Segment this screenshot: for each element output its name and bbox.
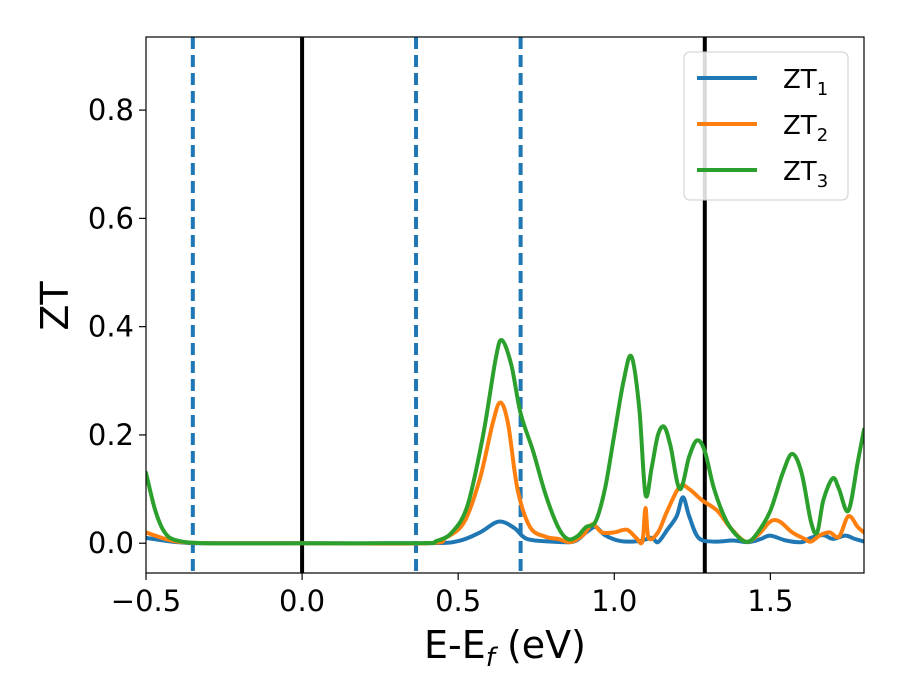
x-tick-label: 1.5 <box>747 584 793 618</box>
x-axis-title: E-Ef (eV) <box>424 623 586 673</box>
legend: ZT1 ZT2 ZT3 <box>683 51 849 201</box>
y-tick-label: 0.4 <box>88 310 134 344</box>
x-axis: −0.5 0.0 0.5 1.0 1.5 <box>111 573 793 618</box>
y-tick-label: 0.2 <box>88 418 134 452</box>
x-tick-label: −0.5 <box>111 584 181 618</box>
y-tick-label: 0.8 <box>88 93 134 127</box>
series-line-zt3 <box>146 338 864 546</box>
series-layer <box>146 338 864 546</box>
x-tick-label: 1.0 <box>591 584 637 618</box>
legend-label-zt1: ZT1 <box>783 65 828 100</box>
x-tick-label: 0.0 <box>279 584 325 618</box>
series-line-zt2 <box>146 400 864 546</box>
reference-lines <box>190 37 707 573</box>
series-line-zt1 <box>146 495 864 546</box>
y-tick-label: 0.0 <box>88 526 134 560</box>
plot-frame <box>145 36 865 574</box>
legend-label-zt3: ZT3 <box>783 157 828 192</box>
y-tick-label: 0.6 <box>88 201 134 235</box>
x-tick-label: 0.5 <box>435 584 481 618</box>
y-axis: 0.0 0.2 0.4 0.6 0.8 <box>88 93 146 560</box>
legend-label-zt2: ZT2 <box>783 111 828 146</box>
y-axis-title: ZT <box>33 281 77 331</box>
legend-box <box>683 51 849 201</box>
